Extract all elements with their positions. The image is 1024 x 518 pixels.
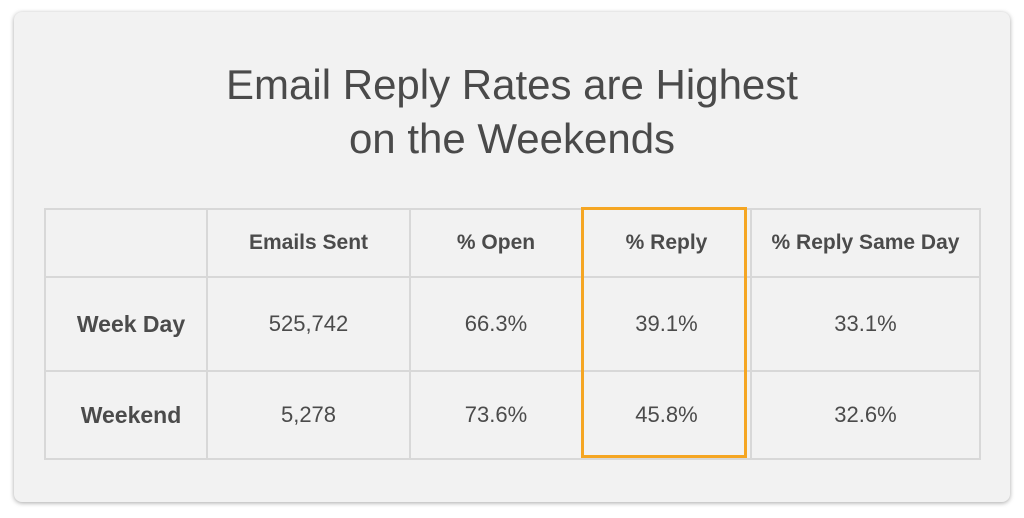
row-label-week-day: Week Day	[44, 276, 208, 372]
cell-weekend-emails-sent: 5,278	[206, 370, 411, 460]
table-row: Week Day 525,742 66.3% 39.1% 33.1%	[44, 276, 981, 372]
header-empty-cell	[44, 208, 208, 278]
header-row: Emails Sent % Open % Reply % Reply Same …	[44, 208, 981, 278]
header-reply: % Reply	[581, 208, 752, 278]
title-line-2: on the Weekends	[348, 115, 676, 162]
cell-week-day-open: 66.3%	[409, 276, 583, 372]
title-line-1: Email Reply Rates are Highest	[226, 61, 798, 108]
row-label-weekend: Weekend	[44, 370, 208, 460]
cell-weekend-reply-same-day: 32.6%	[750, 370, 981, 460]
header-reply-same-day: % Reply Same Day	[750, 208, 981, 278]
header-emails-sent: Emails Sent	[206, 208, 411, 278]
chart-title: Email Reply Rates are Highest on the Wee…	[0, 58, 1024, 166]
cell-week-day-reply-same-day: 33.1%	[750, 276, 981, 372]
cell-week-day-reply: 39.1%	[581, 276, 752, 372]
header-open: % Open	[409, 208, 583, 278]
cell-week-day-emails-sent: 525,742	[206, 276, 411, 372]
data-table: Emails Sent % Open % Reply % Reply Same …	[44, 208, 981, 460]
cell-weekend-reply: 45.8%	[581, 370, 752, 460]
cell-weekend-open: 73.6%	[409, 370, 583, 460]
table-row: Weekend 5,278 73.6% 45.8% 32.6%	[44, 370, 981, 460]
